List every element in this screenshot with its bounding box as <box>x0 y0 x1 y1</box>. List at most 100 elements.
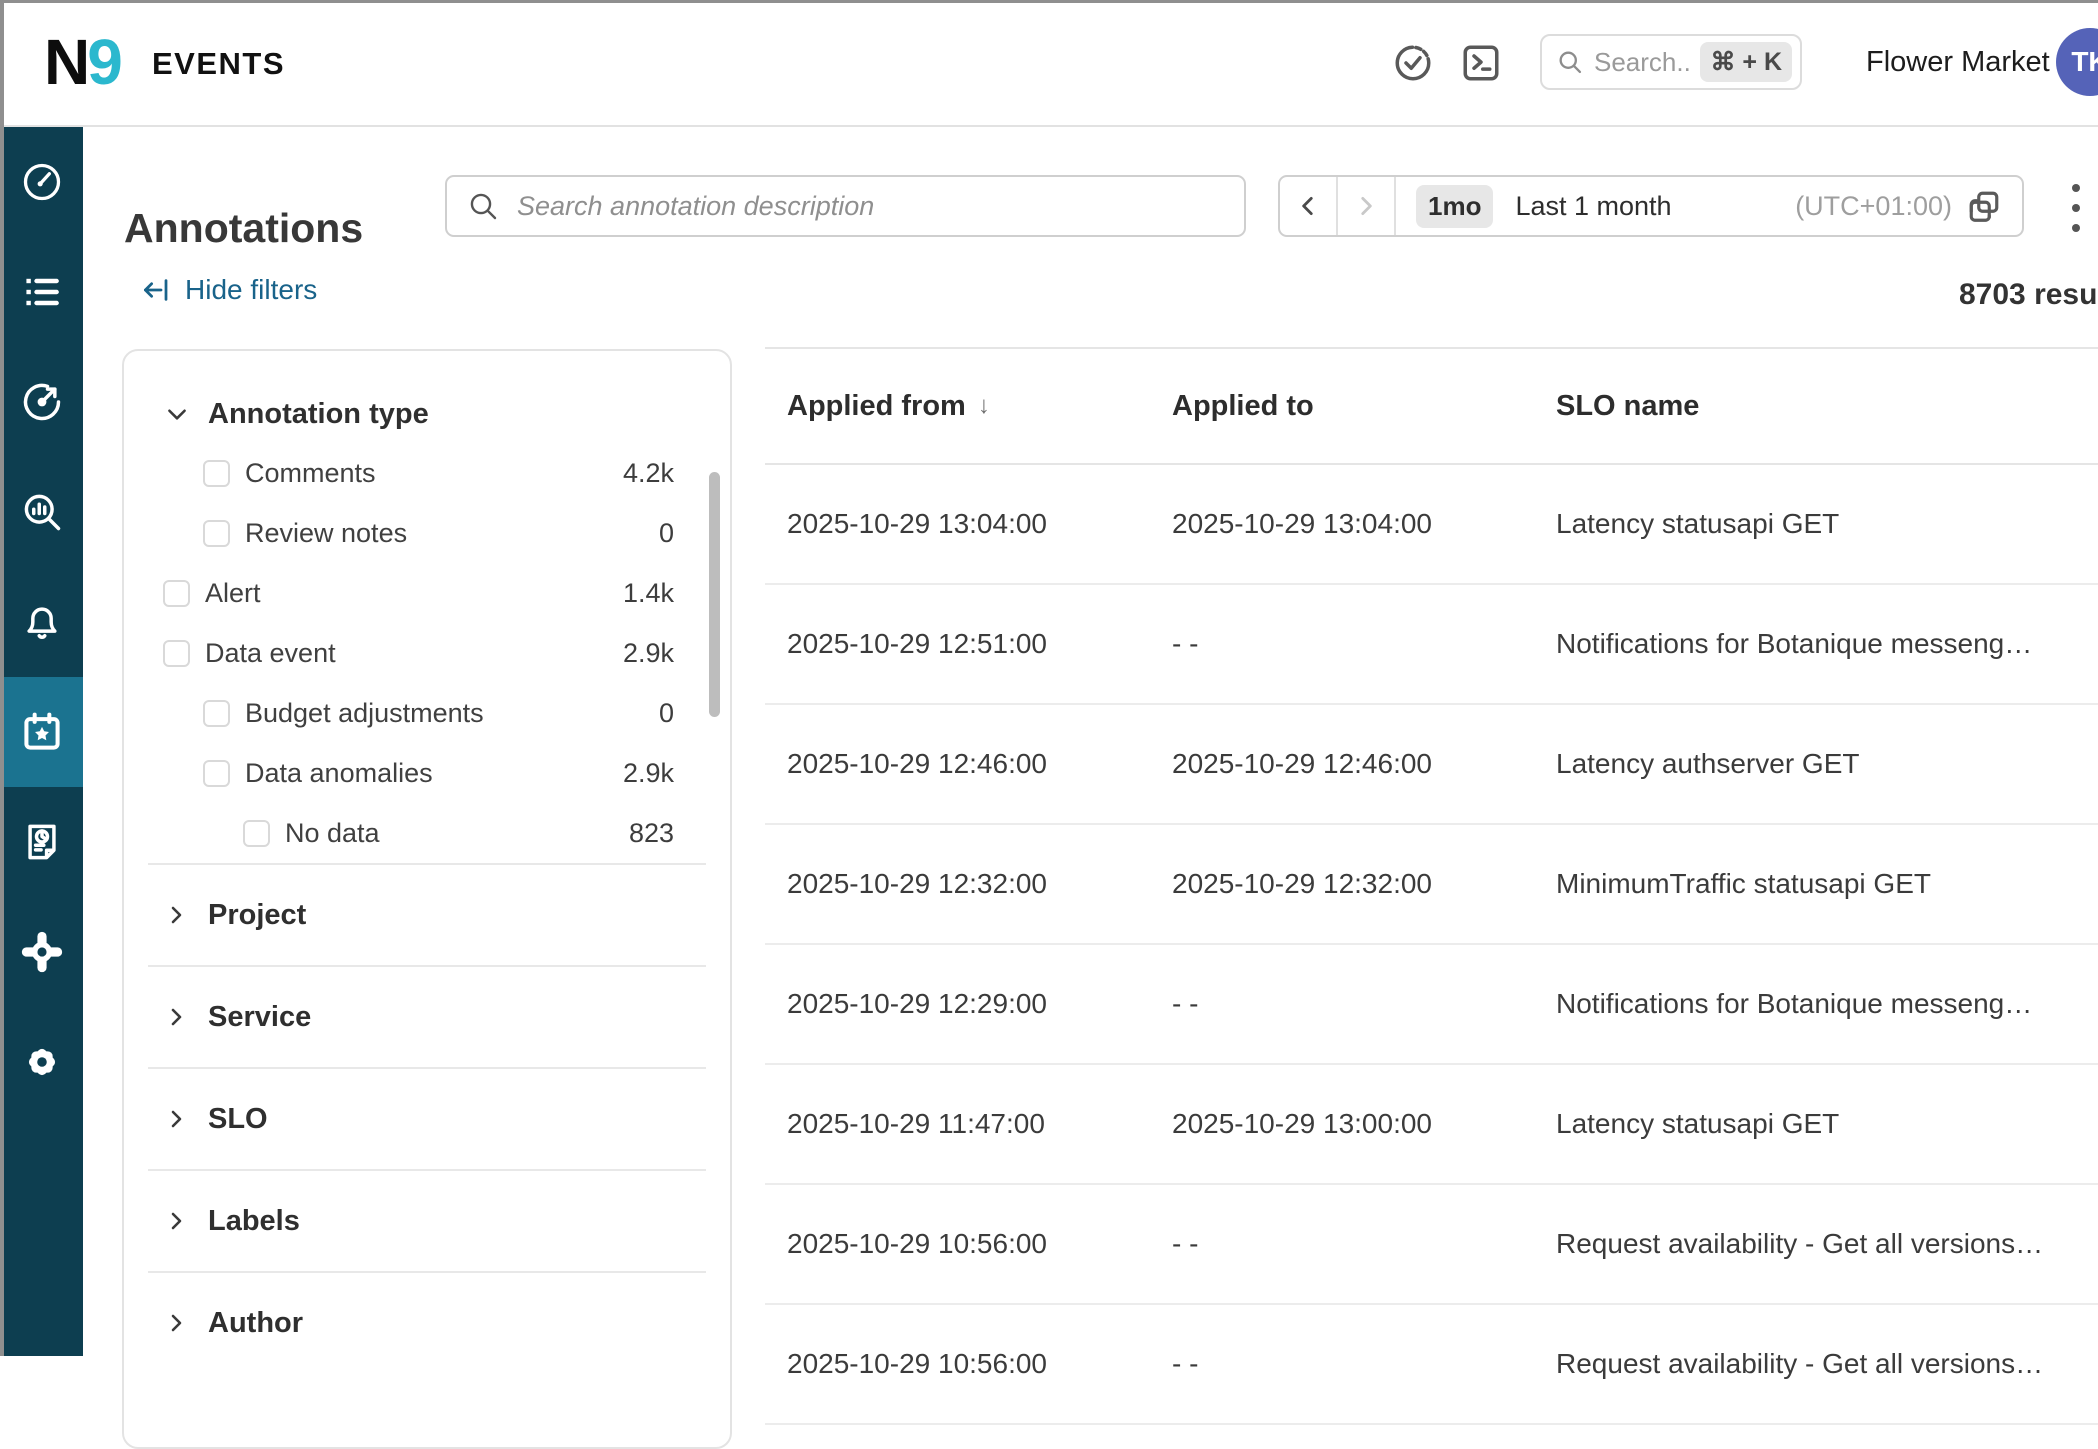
table-row[interactable]: 2025-10-29 12:32:00 2025-10-29 12:32:00 … <box>765 825 2098 945</box>
annotations-table: Applied from ↓ Applied to SLO name 2025-… <box>765 347 2098 1425</box>
column-header-applied-to[interactable]: Applied to <box>1172 390 1556 423</box>
chevron-right-icon <box>171 1212 182 1230</box>
sidebar-item-slo-target[interactable] <box>0 347 83 457</box>
filter-section-header[interactable]: SLO <box>148 1069 706 1171</box>
filter-label: No data <box>285 817 380 848</box>
list-icon <box>25 278 59 306</box>
cell-applied-to: 2025-10-29 13:00:00 <box>1172 1108 1432 1139</box>
checkbox[interactable] <box>203 459 230 487</box>
filters-panel: Annotation type Comments 4.2k Review not… <box>122 349 732 1449</box>
filter-group-label: Annotation type <box>208 397 429 430</box>
filter-checkbox-row[interactable]: Comments 4.2k <box>124 443 730 503</box>
table-row[interactable]: 2025-10-29 10:56:00 - - Request availabi… <box>765 1185 2098 1305</box>
global-search[interactable]: Search... ⌘ + K <box>1540 34 1802 90</box>
cell-slo-name: Latency authserver GET <box>1556 748 1860 779</box>
avatar[interactable]: TK <box>2056 28 2098 96</box>
cell-applied-to: - - <box>1172 988 1199 1019</box>
cell-slo-name: Latency statusapi GET <box>1556 508 1840 539</box>
checkbox[interactable] <box>243 819 270 847</box>
checkbox[interactable] <box>163 639 190 667</box>
filter-section-header[interactable]: Labels <box>148 1171 706 1273</box>
sidebar-item-annotations[interactable] <box>0 677 83 787</box>
filter-section-label: Service <box>208 1000 312 1033</box>
table-row[interactable]: 2025-10-29 11:47:00 2025-10-29 13:00:00 … <box>765 1065 2098 1185</box>
cell-applied-to: 2025-10-29 12:32:00 <box>1172 868 1432 899</box>
sidebar-item-dashboard[interactable] <box>0 127 83 237</box>
checkbox[interactable] <box>163 579 190 607</box>
cell-applied-from: 2025-10-29 10:56:00 <box>787 1348 1047 1379</box>
search-chart-icon <box>24 494 60 531</box>
cell-applied-from: 2025-10-29 12:32:00 <box>787 868 1047 899</box>
sidebar-item-settings[interactable] <box>0 1007 83 1117</box>
time-next-button[interactable] <box>1338 177 1396 235</box>
checkbox[interactable] <box>203 519 230 547</box>
sidebar-item-integrations[interactable] <box>0 897 83 1007</box>
filter-group-annotation-type[interactable]: Annotation type <box>164 385 674 443</box>
filter-list-scrollbar[interactable] <box>709 472 720 717</box>
checkbox[interactable] <box>203 759 230 787</box>
cell-applied-to: - - <box>1172 1228 1199 1259</box>
filter-checkbox-row[interactable]: Budget adjustments 0 <box>124 683 730 743</box>
annotation-type-list: Comments 4.2k Review notes 0 Alert 1.4k … <box>124 443 730 863</box>
sidebar-item-alerts[interactable] <box>0 567 83 677</box>
filter-section-header[interactable]: Service <box>148 967 706 1069</box>
cell-slo-name: Notifications for Botanique messeng… <box>1556 628 2033 659</box>
filter-checkbox-row[interactable]: Review notes 0 <box>124 503 730 563</box>
filter-checkbox-row[interactable]: Data event 2.9k <box>124 623 730 683</box>
sidebar-item-reports[interactable] <box>0 787 83 897</box>
table-row[interactable]: 2025-10-29 13:04:00 2025-10-29 13:04:00 … <box>765 465 2098 585</box>
filter-checkbox-row[interactable]: No data 823 <box>124 803 730 863</box>
results-count: 8703 results <box>1959 278 2098 311</box>
time-prev-button[interactable] <box>1280 177 1338 235</box>
cell-applied-from: 2025-10-29 12:29:00 <box>787 988 1047 1019</box>
hide-filters-label: Hide filters <box>185 274 318 305</box>
chevron-right-icon <box>171 1008 182 1026</box>
column-header-slo-name[interactable]: SLO name <box>1556 390 2098 423</box>
chevron-right-icon <box>171 1110 182 1128</box>
gear-icon <box>28 1048 55 1076</box>
calendar-star-icon <box>23 712 60 750</box>
time-range-picker[interactable]: 1mo Last 1 month (UTC+01:00) <box>1278 175 2024 237</box>
table-row[interactable]: 2025-10-29 12:46:00 2025-10-29 12:46:00 … <box>765 705 2098 825</box>
filter-label: Alert <box>205 577 261 608</box>
cell-applied-to: - - <box>1172 628 1199 659</box>
checkbox[interactable] <box>203 699 230 727</box>
filter-section-header[interactable]: Project <box>148 865 706 967</box>
cell-slo-name: Request availability - Get all versions… <box>1556 1348 2044 1379</box>
sidebar-item-insights[interactable] <box>0 457 83 567</box>
status-check-icon[interactable] <box>1392 42 1434 84</box>
table-row[interactable]: 2025-10-29 12:29:00 - - Notifications fo… <box>765 945 2098 1065</box>
more-options-kebab-icon[interactable] <box>2072 184 2084 232</box>
cell-slo-name: Request availability - Get all versions… <box>1556 1228 2044 1259</box>
time-range-badge: 1mo <box>1416 184 1494 228</box>
terminal-icon[interactable] <box>1460 42 1502 84</box>
table-body: 2025-10-29 13:04:00 2025-10-29 13:04:00 … <box>765 465 2098 1425</box>
filter-section-label: SLO <box>208 1102 268 1135</box>
annotation-search-input[interactable] <box>515 189 1224 223</box>
column-header-applied-from[interactable]: Applied from ↓ <box>787 390 1172 423</box>
org-switcher[interactable]: Flower Market <box>1866 46 2050 78</box>
annotation-search[interactable] <box>445 175 1246 237</box>
table-header-row: Applied from ↓ Applied to SLO name <box>765 349 2098 465</box>
cell-applied-from: 2025-10-29 12:46:00 <box>787 748 1047 779</box>
collapsed-filter-sections: Project Service SLO Labels Author <box>148 863 706 1373</box>
global-search-placeholder: Search... <box>1594 46 1691 77</box>
filter-count: 2.9k <box>622 637 674 668</box>
cell-applied-to: 2025-10-29 12:46:00 <box>1172 748 1432 779</box>
filter-count: 4.2k <box>622 457 674 488</box>
logo-9: 9 <box>87 26 123 98</box>
table-row[interactable]: 2025-10-29 10:56:00 - - Request availabi… <box>765 1305 2098 1425</box>
sidebar-item-list[interactable] <box>0 237 83 347</box>
filter-checkbox-row[interactable]: Data anomalies 2.9k <box>124 743 730 803</box>
filter-checkbox-row[interactable]: Alert 1.4k <box>124 563 730 623</box>
copy-link-icon[interactable] <box>1966 188 2002 224</box>
filter-count: 823 <box>628 817 674 848</box>
gauge-icon <box>23 163 60 201</box>
hide-filters-button[interactable]: Hide filters <box>141 274 317 306</box>
n9-logo[interactable]: N9 <box>44 24 123 100</box>
app-header: N9 EVENTS Search... ⌘ + K Flower Market … <box>0 0 2098 127</box>
cell-applied-to: 2025-10-29 13:04:00 <box>1172 508 1432 539</box>
filter-section-header[interactable]: Author <box>148 1273 706 1373</box>
logo-n: N <box>44 26 90 98</box>
table-row[interactable]: 2025-10-29 12:51:00 - - Notifications fo… <box>765 585 2098 705</box>
